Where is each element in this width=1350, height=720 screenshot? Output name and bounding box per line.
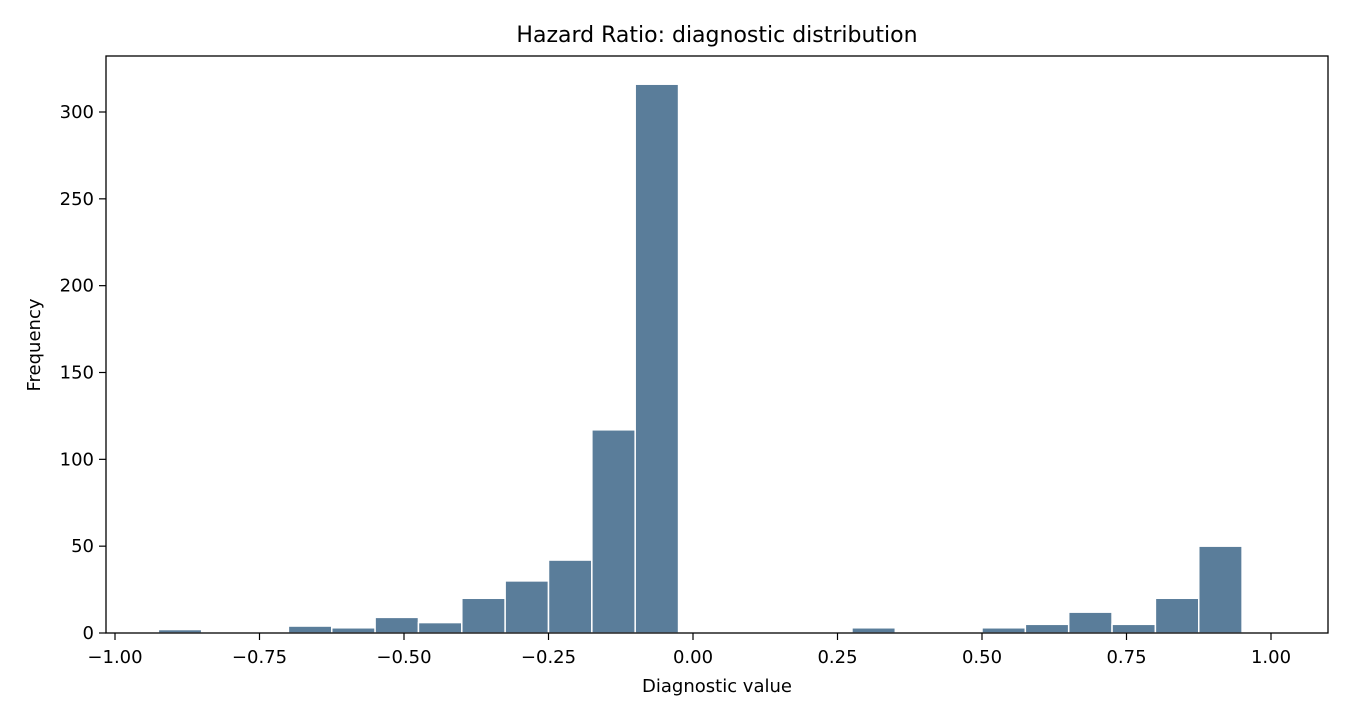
histogram-bar — [1067, 611, 1113, 634]
x-tick-label: 0.00 — [673, 647, 713, 668]
bars-group — [157, 83, 1243, 634]
chart-title: Hazard Ratio: diagnostic distribution — [516, 23, 917, 48]
histogram-bar — [331, 627, 376, 634]
histogram-bar — [461, 597, 506, 634]
x-axis-label: Diagnostic value — [642, 676, 792, 697]
x-axis-ticks: −1.00 −0.75 −0.50 −0.25 0.00 0.25 0.50 0.75 1.00 — [87, 633, 1291, 668]
y-axis-label: Frequency — [24, 298, 45, 391]
histogram-bar — [591, 429, 636, 634]
histogram-bar — [851, 627, 897, 634]
histogram-bar — [981, 627, 1027, 634]
y-tick-label: 0 — [83, 623, 94, 644]
histogram-bar — [1198, 545, 1243, 634]
histogram-bar — [287, 625, 333, 634]
histogram-bar — [374, 616, 420, 634]
y-tick-label: 300 — [60, 102, 94, 123]
y-axis-ticks: 0 50 100 150 200 250 300 — [60, 102, 106, 644]
y-tick-label: 150 — [60, 363, 94, 384]
x-tick-label: 0.50 — [962, 647, 1002, 668]
y-tick-label: 100 — [60, 449, 94, 470]
x-tick-label: 0.75 — [1106, 647, 1146, 668]
histogram-bar — [504, 580, 550, 634]
x-tick-label: −0.75 — [232, 647, 287, 668]
y-tick-label: 200 — [60, 276, 94, 297]
x-tick-label: −0.50 — [376, 647, 431, 668]
histogram-bar — [634, 83, 680, 634]
histogram-bar — [547, 559, 593, 634]
x-tick-label: 0.25 — [817, 647, 857, 668]
histogram-bar — [1024, 623, 1070, 634]
x-tick-label: −1.00 — [87, 647, 142, 668]
plot-frame — [105, 55, 1329, 634]
x-tick-label: 1.00 — [1251, 647, 1291, 668]
y-tick-label: 250 — [60, 189, 94, 210]
y-tick-label: 50 — [71, 536, 94, 557]
histogram-bar — [1111, 623, 1157, 634]
x-tick-label: −0.25 — [521, 647, 576, 668]
histogram-bar — [1154, 597, 1200, 634]
histogram-bar — [417, 621, 463, 634]
